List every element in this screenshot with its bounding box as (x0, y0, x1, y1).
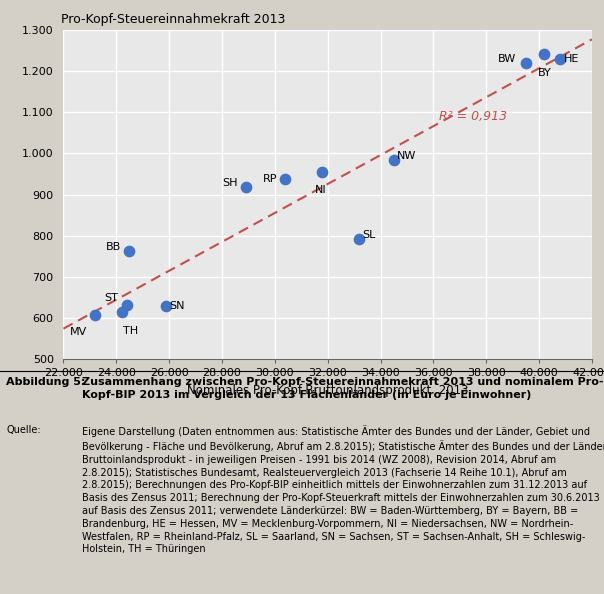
Point (318, 167, 327, 176)
Text: SN: SN (170, 301, 185, 311)
Text: NI: NI (315, 185, 327, 195)
Text: SH: SH (222, 178, 237, 188)
Point (539, 49, 549, 58)
Point (521, 59, 531, 68)
Text: Pro-Kopf-Steuereinnahmekraft 2013: Pro-Kopf-Steuereinnahmekraft 2013 (61, 12, 285, 26)
Text: ST: ST (104, 293, 118, 304)
Text: Quelle:: Quelle: (6, 425, 40, 435)
Point (117, 307, 126, 317)
Point (556, 55, 565, 64)
Text: SL: SL (362, 229, 376, 239)
Text: RP: RP (262, 174, 277, 184)
Point (122, 300, 132, 309)
Point (124, 247, 134, 256)
Text: Zusammenhang zwischen Pro-Kopf-Steuereinnahmekraft 2013 und nominalem Pro-
Kopf-: Zusammenhang zwischen Pro-Kopf-Steuerein… (82, 377, 603, 400)
Point (280, 174, 290, 184)
Point (91, 311, 100, 320)
Text: TH: TH (123, 326, 138, 336)
Text: Abbildung 5:: Abbildung 5: (6, 377, 85, 387)
Text: HE: HE (564, 55, 579, 64)
Point (241, 182, 251, 192)
Text: BW: BW (498, 55, 516, 64)
Text: Eigene Darstellung (Daten entnommen aus: Statistische Ämter des Bundes und der L: Eigene Darstellung (Daten entnommen aus:… (82, 425, 604, 554)
Text: BB: BB (106, 242, 121, 252)
Text: BY: BY (538, 68, 551, 78)
Point (389, 155, 399, 165)
Text: NW: NW (397, 151, 416, 161)
Text: MV: MV (70, 327, 87, 337)
X-axis label: Nominales Pro-Kopf-Bruttoinlandsprodukt  2013: Nominales Pro-Kopf-Bruttoinlandsprodukt … (187, 384, 469, 397)
Point (355, 234, 364, 244)
Text: R² = 0,913: R² = 0,913 (439, 110, 507, 123)
Point (162, 301, 172, 311)
